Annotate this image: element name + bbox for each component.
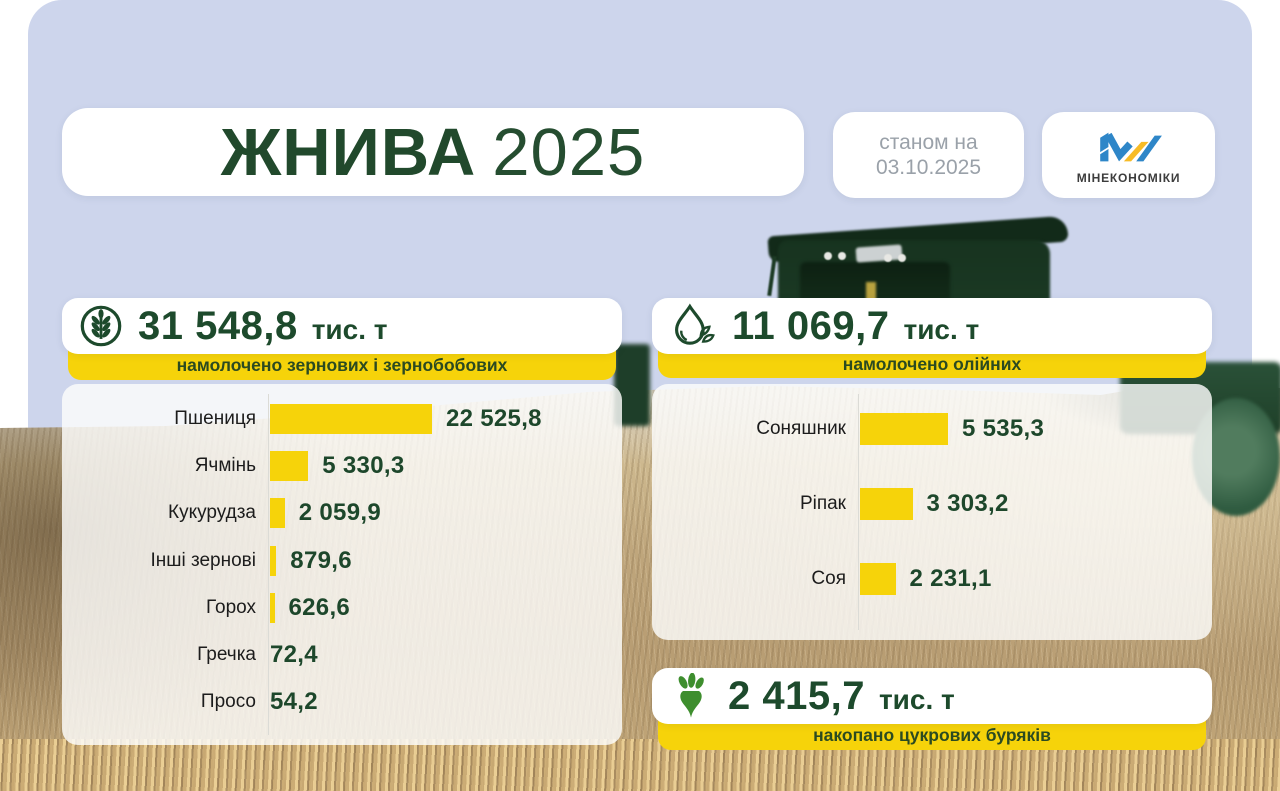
value-label: 5 535,3 — [962, 414, 1045, 442]
title-card: ЖНИВА 2025 — [62, 108, 804, 196]
oilseed-total-unit: тис. т — [903, 314, 980, 345]
chart-row: Інші зернові 879,6 — [62, 537, 622, 584]
date-badge-line2: 03.10.2025 — [875, 156, 982, 179]
category-label: Інші зернові — [150, 549, 256, 571]
category-label: Ячмінь — [194, 454, 256, 476]
page-title: ЖНИВА — [220, 114, 477, 190]
chart-row: Соняшник 5 535,3 — [652, 391, 1212, 466]
chart-row: Гречка 72,4 — [62, 631, 622, 678]
sugar-beet-icon — [668, 673, 714, 719]
value-label: 3 303,2 — [926, 489, 1009, 517]
grain-bar-chart: Пшениця 22 525,8 Ячмінь 5 330,3 Кукурудза 2 0… — [62, 384, 622, 745]
value-label: 22 525,8 — [446, 404, 542, 432]
chart-row: Ріпак 3 303,2 — [652, 466, 1212, 541]
combine-cab-skylight — [855, 244, 903, 263]
chart-row: Пшениця 22 525,8 — [62, 395, 622, 442]
category-label: Пшениця — [174, 407, 256, 429]
wheat-icon — [78, 303, 124, 349]
date-badge-line1: станом на — [879, 130, 978, 154]
chart-row: Просо 54,2 — [62, 679, 622, 726]
beet-total-value: 2 415,7 — [728, 673, 865, 718]
combine-cab-amber-light — [866, 282, 876, 310]
ministry-logo-label: МІНЕКОНОМІКИ — [1076, 170, 1181, 185]
chart-row: Горох 626,6 — [62, 584, 622, 631]
bar — [860, 487, 913, 520]
bar — [860, 412, 948, 445]
value-label: 72,4 — [270, 641, 318, 669]
grain-subtitle-strip: намолочено зернових і зернобобових — [68, 350, 616, 380]
oil-drop-icon — [668, 301, 718, 351]
value-label: 2 231,1 — [909, 564, 992, 592]
category-label: Просо — [200, 691, 256, 713]
ministry-logo-card: МІНЕКОНОМІКИ — [1042, 112, 1215, 198]
value-label: 879,6 — [290, 546, 352, 574]
beet-total-unit: тис. т — [878, 684, 955, 715]
chart-row: Соя 2 231,1 — [652, 541, 1212, 616]
category-label: Соняшник — [756, 417, 846, 439]
beet-total-card: 2 415,7 тис. т — [652, 668, 1212, 724]
oilseed-total-card: 11 069,7 тис. т — [652, 298, 1212, 354]
grain-chart-axis — [268, 394, 269, 735]
value-label: 5 330,3 — [322, 451, 405, 479]
chart-row: Ячмінь 5 330,3 — [62, 442, 622, 489]
beet-subtitle: накопано цукрових буряків — [813, 724, 1051, 745]
ministry-logo-icon — [1093, 126, 1165, 168]
bar — [270, 450, 309, 481]
date-badge: станом на 03.10.2025 — [833, 112, 1024, 198]
beet-subtitle-strip: накопано цукрових буряків — [658, 720, 1206, 750]
oilseed-bar-chart: Соняшник 5 535,3 Ріпак 3 303,2 Соя 2 231,1 — [652, 384, 1212, 640]
oilseed-subtitle: намолочено олійних — [842, 353, 1022, 374]
chart-row: Кукурудза 2 059,9 — [62, 490, 622, 537]
oilseed-subtitle-strip: намолочено олійних — [658, 350, 1206, 378]
category-label: Гречка — [197, 644, 256, 666]
oilseed-chart-rows: Соняшник 5 535,3 Ріпак 3 303,2 Соя 2 231,1 — [652, 384, 1212, 616]
category-label: Кукурудза — [168, 502, 256, 524]
bar — [270, 403, 432, 434]
grain-total-value: 31 548,8 — [138, 303, 298, 348]
value-label: 2 059,9 — [298, 499, 381, 527]
bar — [270, 498, 285, 529]
value-label: 54,2 — [270, 688, 318, 716]
category-label: Соя — [811, 567, 846, 589]
oilseed-chart-axis — [858, 394, 859, 630]
bar — [860, 562, 896, 595]
grain-total-card: 31 548,8 тис. т — [62, 298, 622, 354]
category-label: Горох — [205, 596, 256, 618]
bar — [270, 545, 277, 576]
bar — [270, 592, 275, 623]
oilseed-total-value: 11 069,7 — [732, 303, 890, 348]
value-label: 626,6 — [288, 593, 351, 621]
combine-cab-lights — [824, 252, 832, 260]
grain-subtitle: намолочено зернових і зернобобових — [176, 354, 508, 375]
page-title-year: 2025 — [492, 114, 646, 190]
category-label: Ріпак — [799, 492, 846, 514]
grain-total-unit: тис. т — [311, 314, 388, 345]
grain-chart-rows: Пшениця 22 525,8 Ячмінь 5 330,3 Кукурудза 2 0… — [62, 384, 622, 726]
